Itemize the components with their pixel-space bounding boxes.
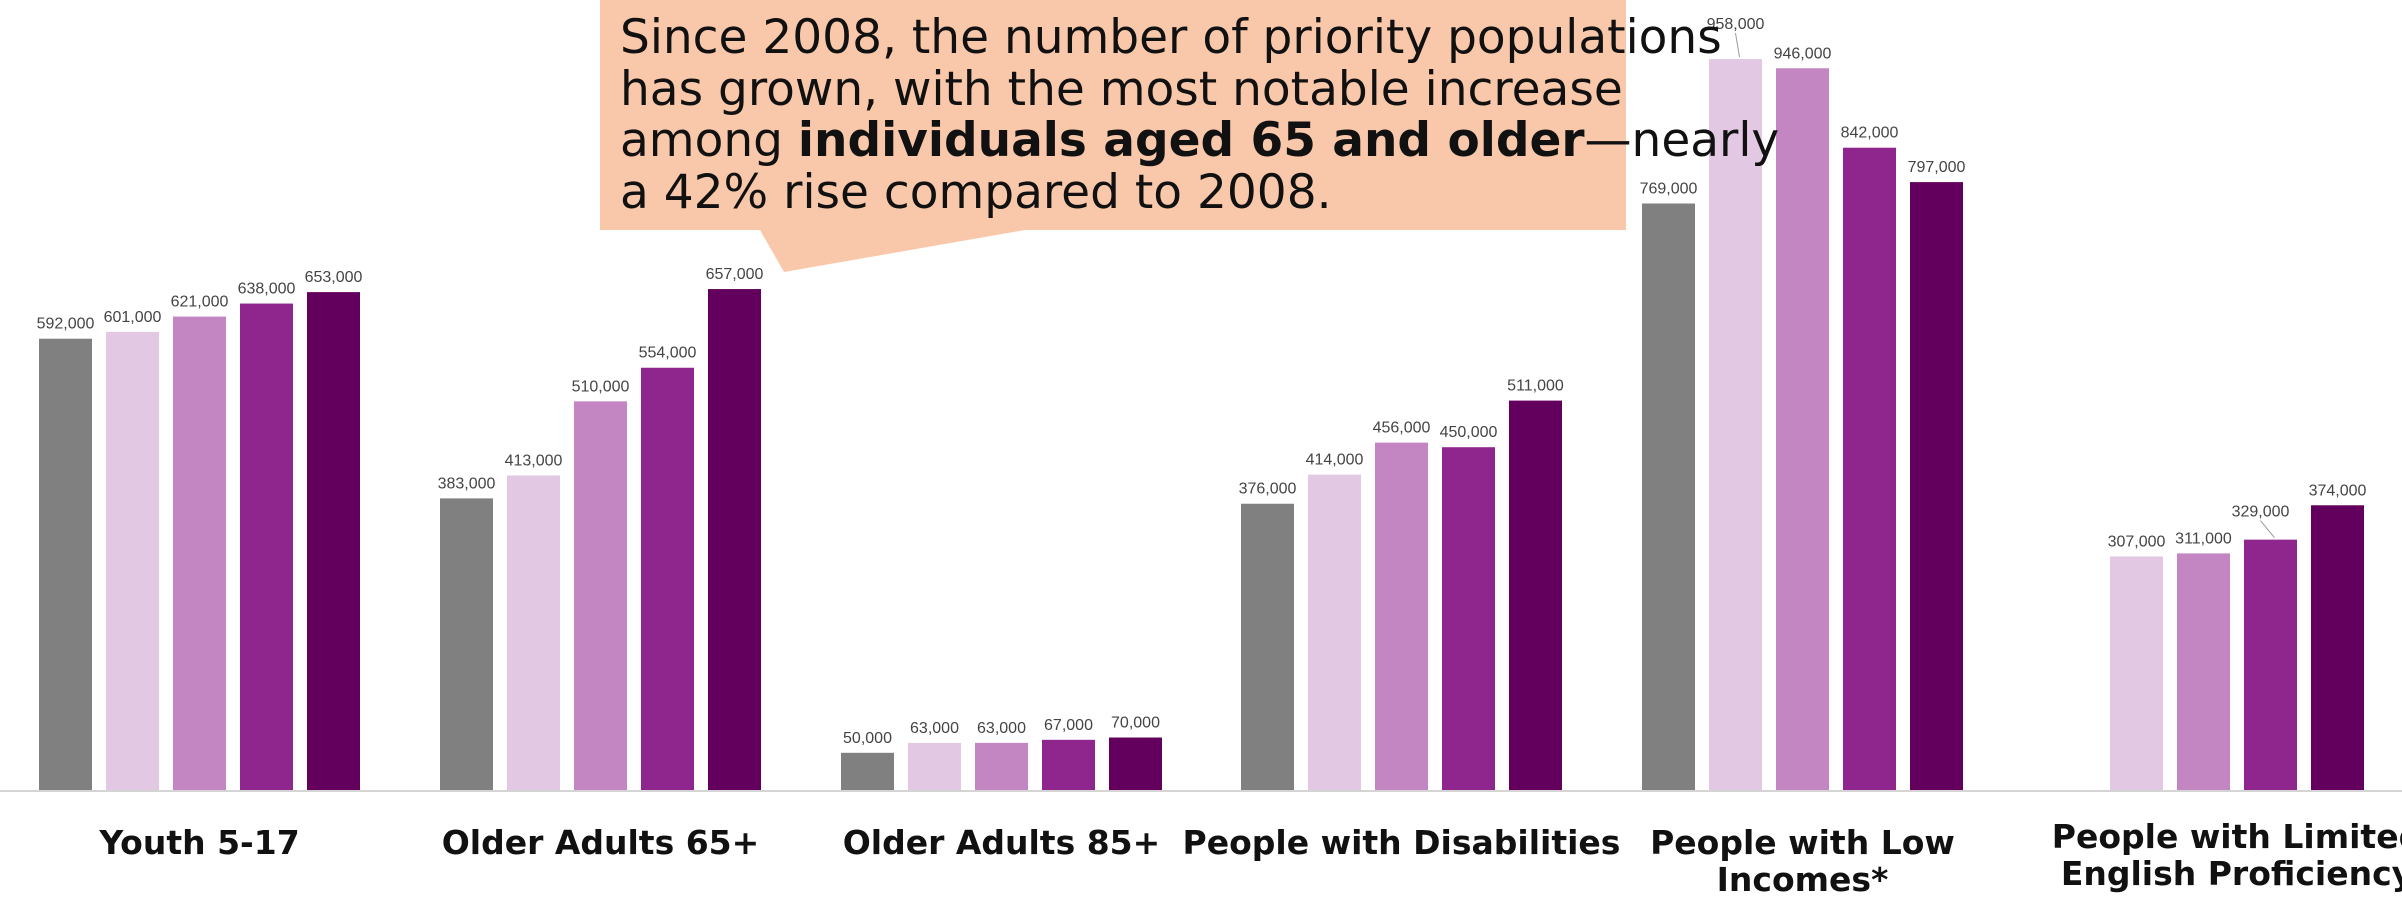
bar-youth-5-17-series-1: [39, 338, 92, 791]
bar-people-with-limited-english-proficiency-series-3: [2177, 553, 2230, 791]
value-label-people-with-disabilities-series-2: 414,000: [1306, 452, 1364, 469]
bar-people-with-limited-english-proficiency-series-5: [2311, 505, 2364, 791]
bar-older-adults-85-series-1: [841, 752, 894, 791]
bar-people-with-limited-english-proficiency-series-4: [2244, 539, 2297, 791]
bars-layer: [39, 59, 2364, 792]
category-label-older-adults-65: Older Adults 65+: [442, 823, 760, 862]
bar-older-adults-85-series-4: [1042, 739, 1095, 791]
bar-youth-5-17-series-5: [307, 292, 360, 791]
bar-older-adults-85-series-5: [1109, 737, 1162, 791]
bar-people-with-low-incomes-series-3: [1776, 68, 1829, 792]
value-labels-layer: 592,000 601,000 621,000 638,000 653,000 383,0…: [37, 16, 2367, 747]
bar-older-adults-65-series-3: [574, 401, 627, 791]
bar-older-adults-65-series-2: [507, 475, 560, 791]
value-label-youth-5-17-series-5: 653,000: [305, 269, 363, 286]
value-label-older-adults-85-series-4: 67,000: [1044, 717, 1093, 734]
bar-youth-5-17-series-2: [106, 331, 159, 791]
value-label-youth-5-17-series-4: 638,000: [238, 281, 296, 298]
value-label-people-with-low-incomes-series-3: 946,000: [1774, 45, 1832, 62]
bar-people-with-disabilities-series-2: [1308, 474, 1361, 791]
value-label-older-adults-65-series-3: 510,000: [572, 378, 630, 395]
bar-people-with-low-incomes-series-4: [1843, 147, 1896, 791]
category-label-people-with-limited-english-proficiency: People with Limited English Proficiency: [2052, 817, 2402, 893]
value-label-people-with-low-incomes-series-4: 842,000: [1841, 125, 1899, 142]
leader-line-people-with-limited-english-proficiency-series-4: [2260, 520, 2275, 538]
bar-older-adults-65-series-5: [708, 289, 761, 791]
category-label-youth-5-17: Youth 5-17: [98, 823, 299, 862]
value-label-older-adults-65-series-5: 657,000: [706, 266, 764, 283]
value-label-older-adults-65-series-2: 413,000: [505, 452, 563, 469]
value-label-youth-5-17-series-2: 601,000: [104, 309, 162, 326]
bar-youth-5-17-series-3: [173, 316, 226, 791]
value-label-people-with-low-incomes-series-5: 797,000: [1908, 159, 1966, 176]
bar-people-with-disabilities-series-3: [1375, 442, 1428, 791]
callout-text: Since 2008, the number of priority popul…: [620, 10, 1779, 220]
bar-older-adults-85-series-3: [975, 742, 1028, 791]
value-label-youth-5-17-series-1: 592,000: [37, 316, 95, 333]
bar-people-with-disabilities-series-5: [1509, 400, 1562, 791]
bar-people-with-disabilities-series-1: [1241, 503, 1294, 791]
bar-people-with-limited-english-proficiency-series-2: [2110, 556, 2163, 791]
value-label-older-adults-65-series-4: 554,000: [639, 345, 697, 362]
bar-people-with-low-incomes-series-5: [1910, 182, 1963, 792]
bar-people-with-low-incomes-series-2: [1709, 59, 1762, 791]
value-label-people-with-low-incomes-series-2: 958,000: [1707, 16, 1765, 33]
value-label-older-adults-85-series-1: 50,000: [843, 730, 892, 747]
category-label-people-with-disabilities: People with Disabilities: [1183, 823, 1621, 862]
value-label-older-adults-85-series-3: 63,000: [977, 720, 1026, 737]
bar-older-adults-65-series-1: [440, 498, 493, 791]
bar-older-adults-65-series-4: [641, 367, 694, 791]
leader-line-people-with-low-incomes-series-2: [1735, 33, 1740, 58]
value-label-older-adults-85-series-5: 70,000: [1111, 715, 1160, 732]
value-label-people-with-disabilities-series-1: 376,000: [1239, 481, 1297, 498]
annotation-callout: Since 2008, the number of priority popul…: [600, 0, 1779, 272]
bar-people-with-low-incomes-series-1: [1642, 203, 1695, 791]
value-label-people-with-disabilities-series-5: 511,000: [1507, 378, 1564, 395]
bar-people-with-disabilities-series-4: [1442, 447, 1495, 791]
leader-lines-layer: [1735, 33, 2275, 538]
category-labels-layer: Youth 5-17 Older Adults 65+ Older Adults 8…: [98, 817, 2402, 899]
value-label-people-with-low-incomes-series-1: 769,000: [1640, 180, 1698, 197]
bar-older-adults-85-series-2: [908, 742, 961, 791]
value-label-youth-5-17-series-3: 621,000: [171, 294, 229, 311]
value-label-people-with-disabilities-series-3: 456,000: [1373, 420, 1431, 437]
category-label-people-with-low-incomes: People with Low Incomes*: [1650, 823, 1955, 899]
category-label-older-adults-85: Older Adults 85+: [843, 823, 1161, 862]
value-label-people-with-limited-english-proficiency-series-3: 311,000: [2175, 530, 2232, 547]
value-label-older-adults-85-series-2: 63,000: [910, 720, 959, 737]
value-label-people-with-limited-english-proficiency-series-2: 307,000: [2108, 533, 2166, 550]
bar-youth-5-17-series-4: [240, 303, 293, 791]
value-label-people-with-limited-english-proficiency-series-4: 329,000: [2232, 504, 2290, 521]
value-label-people-with-disabilities-series-4: 450,000: [1440, 424, 1498, 441]
value-label-older-adults-65-series-1: 383,000: [438, 475, 496, 492]
value-label-people-with-limited-english-proficiency-series-5: 374,000: [2309, 482, 2367, 499]
callout-bubble: [600, 0, 1626, 272]
